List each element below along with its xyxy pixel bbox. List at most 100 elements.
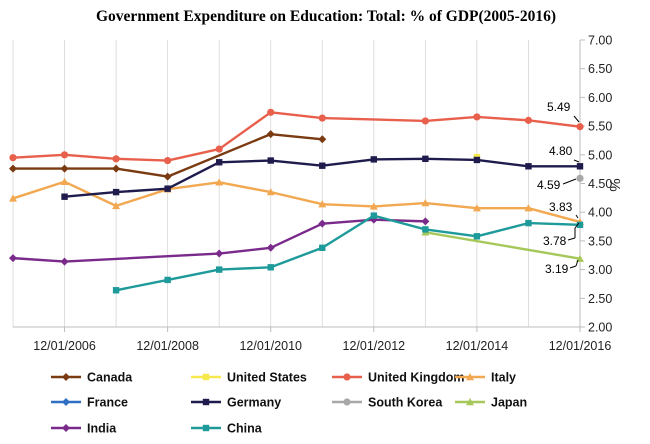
legend-item-germany: Germany	[191, 396, 281, 410]
legend-item-italy: Italy	[455, 371, 516, 385]
data-point-china	[422, 226, 429, 233]
annotation-south-korea: 4.59	[537, 178, 577, 192]
data-point-india	[60, 257, 69, 266]
y-tick-label: 5.50	[588, 120, 612, 134]
data-point-united-kingdom	[421, 117, 429, 125]
legend-swatch-marker	[343, 398, 351, 406]
data-point-italy	[60, 177, 69, 185]
y-tick-label: 5.00	[588, 148, 612, 162]
data-point-china	[576, 221, 584, 229]
data-point-united-kingdom	[318, 114, 326, 122]
x-tick-label: 12/01/2010	[239, 339, 302, 353]
data-point-germany	[267, 157, 274, 164]
series-germany	[61, 155, 584, 200]
y-tick-label: 4.00	[588, 206, 612, 220]
data-point-italy	[9, 194, 17, 202]
series-line-canada	[13, 132, 323, 178]
data-point-united-kingdom	[164, 156, 172, 165]
legend-label: Italy	[491, 371, 516, 385]
data-point-united-kingdom	[60, 151, 69, 159]
annotation-value: 4.80	[549, 144, 573, 158]
legend-swatch-marker	[62, 424, 70, 432]
series-china	[112, 212, 584, 294]
annotation-value: 5.49	[547, 100, 571, 114]
y-axis-label: %	[606, 178, 623, 191]
data-point-south-korea	[576, 174, 584, 182]
data-point-china	[473, 233, 481, 240]
series-canada	[9, 130, 327, 181]
data-point-india	[215, 249, 224, 258]
legend-item-united-states: United States	[191, 371, 307, 385]
annotation-leader	[574, 222, 580, 229]
x-tick-label: 12/01/2006	[33, 339, 96, 353]
data-point-germany	[576, 163, 584, 170]
data-point-china	[112, 287, 120, 294]
series-south-korea	[576, 174, 584, 182]
legend-label: Canada	[87, 371, 133, 385]
legend-item-japan: Japan	[455, 396, 527, 410]
legend-item-united-kingdom: United Kingdom	[332, 371, 465, 385]
data-point-china	[164, 276, 171, 284]
data-point-germany	[164, 185, 171, 192]
data-point-germany	[422, 155, 429, 163]
data-point-united-kingdom	[215, 145, 223, 153]
legend-label: Germany	[227, 396, 281, 410]
legend-label: France	[87, 396, 128, 410]
legend-label: India	[87, 422, 117, 436]
annotation-leader	[567, 237, 576, 241]
data-point-germany	[112, 188, 120, 196]
y-tick-label: 4.50	[588, 177, 612, 191]
legend-label: China	[227, 422, 263, 436]
annotation-leader	[575, 214, 579, 219]
annotation-value: 3.19	[545, 262, 569, 276]
y-tick-label: 6.00	[588, 91, 612, 105]
series-line-italy	[12, 180, 581, 224]
data-point-china	[215, 266, 223, 273]
legend-item-south-korea: South Korea	[332, 396, 443, 410]
axes: 2.00 2.50 3.00 3.50 4.00 4.50 5.00 5.50 6.00 6.50…	[13, 34, 623, 353]
data-point-germany	[215, 159, 223, 166]
data-point-india	[318, 219, 327, 228]
data-point-italy	[369, 202, 378, 210]
data-point-united-kingdom	[112, 155, 120, 163]
annotation-germany: 4.80	[549, 144, 580, 163]
data-point-germany	[370, 156, 378, 163]
y-tick-label: 2.00	[588, 321, 612, 335]
data-point-canada	[318, 135, 327, 144]
y-tick-label: 3.50	[588, 234, 612, 248]
y-tick-label: 3.00	[588, 263, 612, 277]
legend-label: South Korea	[368, 396, 443, 410]
legend-swatch-marker	[202, 398, 210, 406]
data-annotations: 5.49 4.80 4.59 3.83 3.78 3.19	[537, 100, 580, 276]
data-point-china	[319, 244, 326, 251]
data-point-italy	[524, 204, 533, 212]
data-point-germany	[473, 156, 481, 164]
legend-label: Japan	[491, 396, 527, 410]
data-point-italy	[421, 199, 430, 207]
legend-label: United States	[227, 371, 307, 385]
data-point-italy	[215, 178, 224, 186]
y-tick-label: 6.50	[588, 62, 612, 76]
annotation-leader	[575, 259, 579, 267]
data-point-italy	[266, 188, 275, 196]
x-tick-label: 12/01/2012	[343, 339, 406, 353]
series-lines	[9, 108, 584, 294]
annotation-leader	[573, 159, 580, 163]
legend: Canada United States United Kingdom Italy Fr…	[51, 371, 527, 436]
legend-label: United Kingdom	[368, 371, 465, 385]
legend-swatch-marker	[466, 373, 474, 381]
legend-swatch-marker	[62, 398, 70, 406]
chart-title: Government Expenditure on Education: Tot…	[96, 8, 556, 25]
annotation-leader	[569, 265, 577, 269]
data-point-united-kingdom	[9, 154, 17, 162]
data-point-united-kingdom	[524, 116, 533, 124]
x-tick-label: 12/01/2016	[549, 339, 612, 353]
data-point-canada	[266, 130, 275, 139]
data-point-germany	[525, 163, 532, 170]
legend-swatch-marker	[62, 373, 70, 381]
legend-swatch-marker	[343, 373, 351, 381]
data-point-italy	[472, 204, 481, 212]
data-point-china	[370, 212, 378, 219]
legend-swatch-marker	[202, 373, 210, 381]
data-point-united-kingdom	[473, 113, 481, 121]
